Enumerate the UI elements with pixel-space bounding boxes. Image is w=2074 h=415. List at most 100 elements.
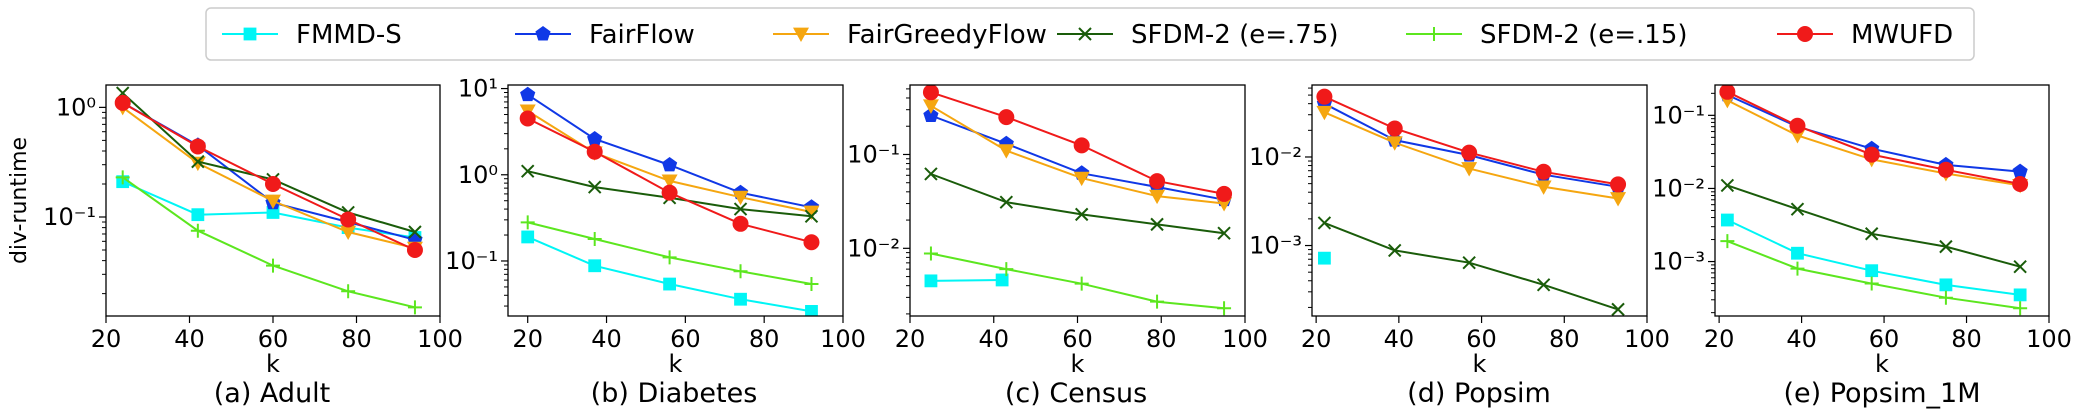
point-fmmd_s-0 <box>1318 251 1331 265</box>
legend-item-mwufd: MWUFD <box>1777 20 1953 50</box>
point-fmmd_s-3 <box>1939 278 1953 292</box>
x-tick-label: 80 <box>1146 325 1177 353</box>
plot-frame <box>105 84 441 317</box>
point-sfdm2_075-4 <box>1611 302 1625 316</box>
x-tick-label: 60 <box>258 325 289 353</box>
point-mwufd-0 <box>1719 85 1736 100</box>
point-mwufd-3 <box>732 215 749 232</box>
legend-marker-square <box>243 27 257 41</box>
x-tick-label: 100 <box>1222 325 1268 353</box>
panel-4: 10⁻³ 10⁻² 20 40 60 80 100 k(d) Popsim <box>1249 84 1670 409</box>
plot-frame <box>1714 84 2050 317</box>
point-fairflow-4 <box>2012 163 2028 179</box>
point-sfdm2_075-1 <box>1790 202 1805 216</box>
point-sfdm2_015-1 <box>1790 261 1805 276</box>
x-tick-label: 20 <box>512 325 543 353</box>
point-fairgreedyflow-2 <box>1073 171 1090 187</box>
point-mwufd-2 <box>1863 146 1880 163</box>
point-fmmd_s-4 <box>805 305 818 316</box>
y-tick-label: 10⁰ <box>458 161 498 189</box>
legend-label: FairFlow <box>589 20 695 50</box>
point-mwufd-1 <box>998 109 1015 126</box>
x-tick-label: 60 <box>1062 325 1093 353</box>
point-mwufd-4 <box>406 242 423 258</box>
point-mwufd-3 <box>1937 161 1954 178</box>
point-mwufd-0 <box>922 85 939 101</box>
point-mwufd-4 <box>1610 176 1627 193</box>
x-tick-label: 80 <box>1951 325 1982 353</box>
point-sfdm2_015-2 <box>662 250 677 265</box>
panel-title: (a) Adult <box>214 378 331 409</box>
point-fairgreedyflow-3 <box>1535 180 1552 195</box>
point-mwufd-2 <box>1073 137 1090 154</box>
point-sfdm2_015-3 <box>733 264 748 279</box>
point-sfdm2_075-4 <box>408 225 422 239</box>
point-fmmd_s-4 <box>2013 288 2027 302</box>
point-sfdm2_075-4 <box>2013 260 2027 274</box>
legend-label: SFDM-2 (e=.15) <box>1480 20 1688 50</box>
point-fmmd_s-3 <box>734 292 747 306</box>
y-tick-label: 10⁰ <box>56 93 96 121</box>
x-tick-label: 40 <box>978 325 1009 353</box>
panel-2: 10⁻¹ 10⁰ 10¹ 20 40 60 80 100 k(b) Diabetes <box>445 75 866 409</box>
point-sfdm2_015-3 <box>1938 290 1953 305</box>
point-sfdm2_015-0 <box>520 215 535 230</box>
point-fairflow-2 <box>662 157 678 172</box>
point-sfdm2_075-4 <box>1217 226 1231 240</box>
legend-label: SFDM-2 (e=.75) <box>1131 20 1339 50</box>
point-mwufd-1 <box>586 143 603 160</box>
point-sfdm2_015-4 <box>2013 301 2028 316</box>
point-mwufd-3 <box>1149 173 1166 190</box>
point-fairflow-0 <box>520 86 536 102</box>
point-fmmd_s-1 <box>191 208 205 222</box>
point-sfdm2_015-3 <box>1150 294 1165 309</box>
point-fmmd_s-1 <box>588 259 602 273</box>
plot-frame <box>507 84 844 317</box>
series-line-sfdm2_075 <box>930 173 1225 235</box>
x-tick-label: 20 <box>895 325 926 353</box>
x-tick-label: 20 <box>1704 325 1735 353</box>
legend-item-sfdm2_015: SFDM-2 (e=.15) <box>1406 20 1688 50</box>
panel-title: (e) Popsim_1M <box>1783 378 1980 409</box>
point-mwufd-0 <box>114 94 131 111</box>
legend-label: FairGreedyFlow <box>847 20 1047 50</box>
point-mwufd-4 <box>2012 176 2029 193</box>
y-tick-label: 10¹ <box>458 75 498 103</box>
point-sfdm2_015-0 <box>923 246 938 261</box>
point-fairgreedyflow-2 <box>1461 162 1478 177</box>
x-tick-label: 40 <box>174 325 205 353</box>
point-sfdm2_075-4 <box>804 209 819 223</box>
point-sfdm2_075-3 <box>1536 278 1551 292</box>
legend-marker-circle <box>1797 26 1813 42</box>
point-fairgreedyflow-2 <box>265 194 281 209</box>
point-sfdm2_075-1 <box>999 195 1014 209</box>
y-tick-label: 10⁻¹ <box>1652 101 1705 129</box>
point-fmmd_s-0 <box>521 230 535 244</box>
x-tick-label: 100 <box>1624 325 1670 353</box>
panel-title: (d) Popsim <box>1407 378 1551 409</box>
point-fairgreedyflow-3 <box>340 225 357 240</box>
point-sfdm2_015-1 <box>999 262 1014 277</box>
series-line-fairflow <box>930 114 1225 201</box>
point-sfdm2_015-0 <box>1720 234 1735 249</box>
legend: FMMD-S FairFlow FairGreedyFlow SFDM-2 (e=.7… <box>205 7 1975 61</box>
point-fmmd_s-2 <box>266 206 280 219</box>
point-mwufd-2 <box>661 184 678 201</box>
panel-3: 10⁻² 10⁻¹ 20 40 60 80 100 k(c) Census <box>847 84 1268 409</box>
y-tick-label: 10⁻¹ <box>43 203 96 231</box>
point-sfdm2_075-1 <box>587 180 602 194</box>
point-mwufd-4 <box>1216 185 1233 202</box>
point-fmmd_s-2 <box>663 277 676 291</box>
legend-item-sfdm2_075: SFDM-2 (e=.75) <box>1057 20 1339 50</box>
point-sfdm2_075-2 <box>1864 227 1879 241</box>
legend-item-fmmd_s: FMMD-S <box>222 20 402 50</box>
y-tick-label: 10⁻² <box>1249 143 1302 171</box>
x-tick-label: 100 <box>2026 325 2072 353</box>
legend-marker-plus <box>1427 27 1441 41</box>
point-sfdm2_075-0 <box>1720 178 1735 193</box>
x-tick-label: 40 <box>1384 325 1415 353</box>
point-fairgreedyflow-2 <box>661 174 678 189</box>
legend-marker-x <box>1078 27 1092 41</box>
point-fairgreedyflow-1 <box>189 156 206 172</box>
